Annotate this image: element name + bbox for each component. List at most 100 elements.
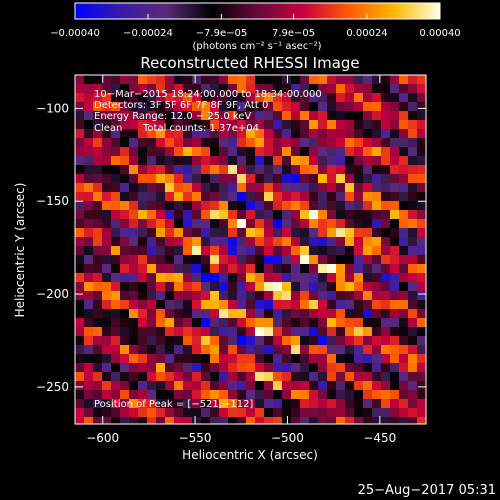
heatmap-cell	[84, 309, 93, 318]
heatmap-cell	[111, 201, 120, 210]
heatmap-cell	[93, 372, 102, 381]
heatmap-cell	[192, 408, 201, 417]
heatmap-cell	[327, 120, 336, 129]
heatmap-cell	[102, 228, 111, 237]
heatmap-cell	[237, 219, 246, 228]
heatmap-cell	[318, 210, 327, 219]
heatmap-cell	[399, 345, 408, 354]
heatmap-cell	[399, 309, 408, 318]
heatmap-cell	[354, 255, 363, 264]
heatmap-cell	[201, 165, 210, 174]
heatmap-cell	[174, 111, 183, 120]
heatmap-cell	[381, 120, 390, 129]
heatmap-cell	[336, 111, 345, 120]
heatmap-cell	[291, 102, 300, 111]
heatmap-cell	[390, 237, 399, 246]
heatmap-cell	[84, 93, 93, 102]
heatmap-cell	[345, 138, 354, 147]
x-axis-label: Heliocentric X (arcsec)	[182, 448, 318, 462]
heatmap-cell	[390, 192, 399, 201]
heatmap-cell	[138, 264, 147, 273]
heatmap-cell	[417, 327, 426, 336]
heatmap-cell	[363, 372, 372, 381]
heatmap-cell	[345, 93, 354, 102]
heatmap-cell	[93, 228, 102, 237]
heatmap-cell	[264, 273, 273, 282]
heatmap-cell	[84, 201, 93, 210]
heatmap-cell	[75, 201, 84, 210]
heatmap-cell	[282, 264, 291, 273]
heatmap-cell	[381, 102, 390, 111]
heatmap-cell	[354, 345, 363, 354]
heatmap-cell	[282, 129, 291, 138]
heatmap-cell	[300, 246, 309, 255]
heatmap-cell	[273, 111, 282, 120]
heatmap-cell	[147, 309, 156, 318]
heatmap-cell	[219, 237, 228, 246]
heatmap-cell	[390, 255, 399, 264]
heatmap-cell	[381, 372, 390, 381]
heatmap-cell	[264, 237, 273, 246]
heatmap-cell	[327, 102, 336, 111]
heatmap-cell	[390, 354, 399, 363]
heatmap-cell	[75, 318, 84, 327]
heatmap-cell	[300, 381, 309, 390]
heatmap-cell	[390, 327, 399, 336]
heatmap-cell	[399, 210, 408, 219]
heatmap-cell	[129, 390, 138, 399]
heatmap-cell	[201, 120, 210, 129]
heatmap-cell	[237, 138, 246, 147]
heatmap-cell	[120, 345, 129, 354]
heatmap-cell	[174, 102, 183, 111]
heatmap-cell	[237, 147, 246, 156]
heatmap-cell	[372, 246, 381, 255]
heatmap-cell	[174, 156, 183, 165]
heatmap-cell	[363, 201, 372, 210]
heatmap-cell	[327, 210, 336, 219]
heatmap-cell	[408, 75, 417, 84]
heatmap-cell	[417, 192, 426, 201]
heatmap-cell	[93, 264, 102, 273]
heatmap-cell	[219, 84, 228, 93]
heatmap-cell	[336, 138, 345, 147]
heatmap-cell	[381, 183, 390, 192]
heatmap-cell	[174, 174, 183, 183]
heatmap-cell	[174, 327, 183, 336]
heatmap-cell	[246, 111, 255, 120]
heatmap-cell	[345, 264, 354, 273]
heatmap-cell	[75, 102, 84, 111]
heatmap-cell	[273, 291, 282, 300]
heatmap-cell	[93, 156, 102, 165]
heatmap-cell	[219, 138, 228, 147]
heatmap-cell	[417, 336, 426, 345]
y-tick-label: −100	[36, 101, 69, 115]
heatmap-cell	[363, 390, 372, 399]
heatmap-cell	[156, 129, 165, 138]
heatmap-cell	[372, 399, 381, 408]
heatmap-cell	[381, 147, 390, 156]
heatmap-cell	[417, 417, 426, 424]
heatmap-cell	[399, 219, 408, 228]
heatmap-cell	[120, 282, 129, 291]
heatmap-cell	[165, 291, 174, 300]
heatmap-cell	[237, 408, 246, 417]
heatmap-cell	[93, 147, 102, 156]
heatmap-cell	[174, 192, 183, 201]
heatmap-cell	[291, 237, 300, 246]
heatmap-cell	[264, 210, 273, 219]
heatmap-cell	[156, 381, 165, 390]
heatmap-cell	[210, 264, 219, 273]
heatmap-cell	[399, 327, 408, 336]
heatmap-cell	[210, 390, 219, 399]
heatmap-cell	[291, 408, 300, 417]
heatmap-cell	[75, 390, 84, 399]
heatmap-cell	[318, 129, 327, 138]
heatmap-cell	[111, 174, 120, 183]
heatmap-cell	[354, 228, 363, 237]
heatmap-cell	[345, 372, 354, 381]
heatmap-cell	[201, 300, 210, 309]
heatmap-cell	[165, 381, 174, 390]
heatmap-cell	[156, 201, 165, 210]
heatmap-cell	[336, 345, 345, 354]
heatmap-cell	[255, 156, 264, 165]
